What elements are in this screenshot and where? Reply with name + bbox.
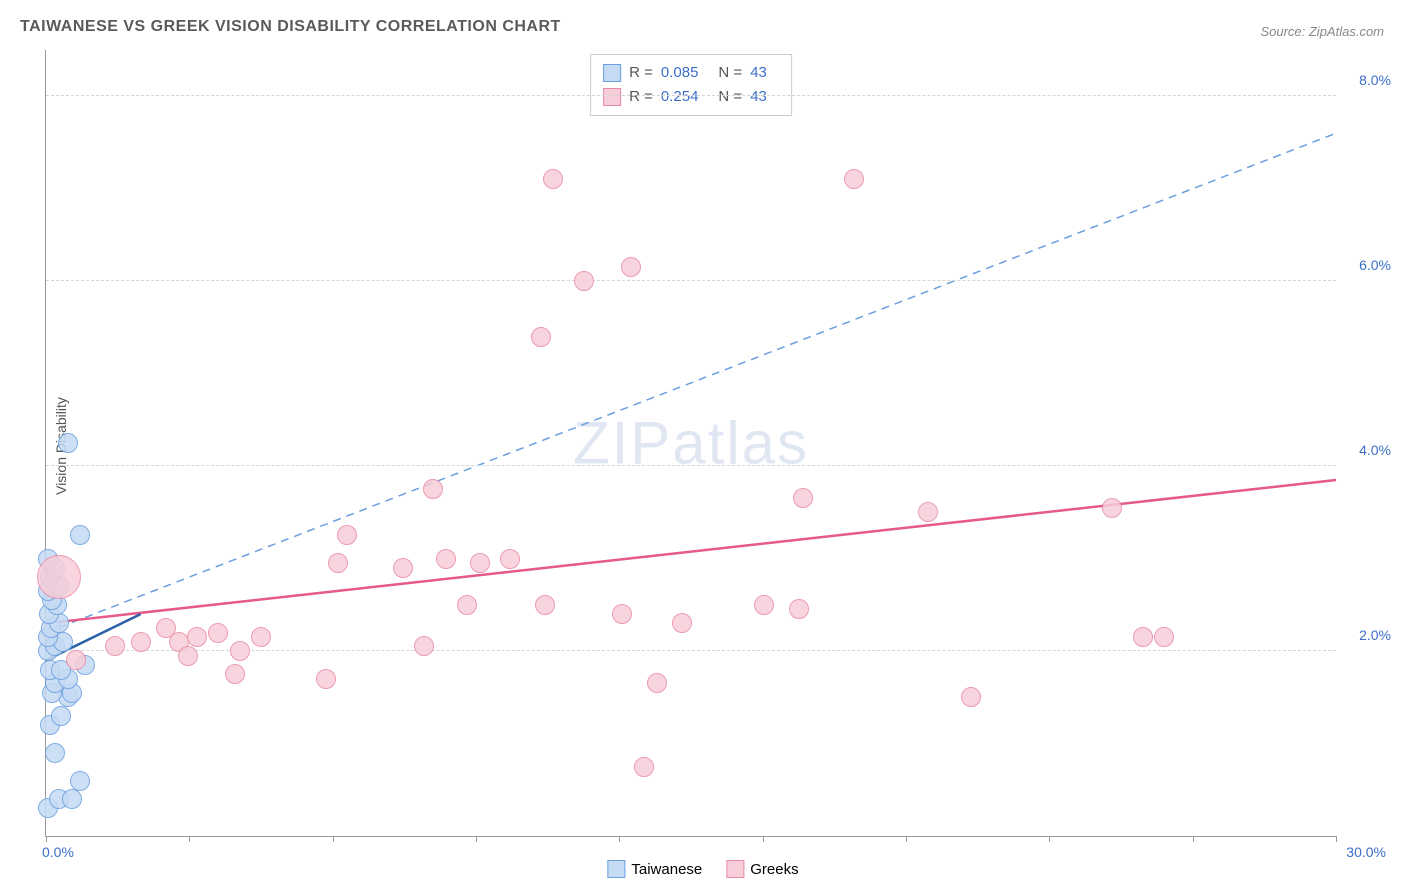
scatter-point bbox=[58, 433, 78, 453]
scatter-point bbox=[178, 646, 198, 666]
legend-swatch bbox=[607, 860, 625, 878]
scatter-point bbox=[634, 757, 654, 777]
scatter-point bbox=[961, 687, 981, 707]
stat-n-value: 43 bbox=[750, 85, 767, 109]
x-origin-label: 0.0% bbox=[42, 844, 74, 860]
chart-title: TAIWANESE VS GREEK VISION DISABILITY COR… bbox=[20, 18, 561, 36]
legend-label: Taiwanese bbox=[631, 861, 702, 878]
x-tick bbox=[476, 836, 477, 842]
stat-n-label: N = bbox=[718, 85, 742, 109]
y-tick-label: 2.0% bbox=[1359, 627, 1391, 643]
stats-legend: R = 0.085 N = 43 R = 0.254 N = 43 bbox=[590, 54, 792, 116]
gridline-h bbox=[46, 95, 1336, 96]
scatter-point bbox=[105, 636, 125, 656]
legend-item: Taiwanese bbox=[607, 860, 702, 878]
scatter-point bbox=[423, 479, 443, 499]
scatter-point bbox=[251, 627, 271, 647]
scatter-point bbox=[1102, 498, 1122, 518]
scatter-point bbox=[844, 169, 864, 189]
scatter-point bbox=[51, 706, 71, 726]
stats-legend-row: R = 0.085 N = 43 bbox=[603, 61, 779, 85]
scatter-point bbox=[1133, 627, 1153, 647]
stat-r-label: R = bbox=[629, 61, 653, 85]
scatter-point bbox=[393, 558, 413, 578]
scatter-point bbox=[535, 595, 555, 615]
trend-lines-layer bbox=[46, 50, 1336, 836]
scatter-point bbox=[612, 604, 632, 624]
scatter-point bbox=[436, 549, 456, 569]
scatter-point bbox=[793, 488, 813, 508]
stat-r-value: 0.085 bbox=[661, 61, 699, 85]
chart-plot-area: ZIPatlas R =0.085N =43R =0.254N =43 0.0%… bbox=[45, 50, 1336, 837]
scatter-point bbox=[37, 555, 81, 599]
scatter-point bbox=[230, 641, 250, 661]
y-tick-label: 8.0% bbox=[1359, 72, 1391, 88]
scatter-point bbox=[531, 327, 551, 347]
scatter-point bbox=[45, 743, 65, 763]
scatter-point bbox=[187, 627, 207, 647]
x-tick bbox=[1193, 836, 1194, 842]
stat-r-value: 0.254 bbox=[661, 85, 699, 109]
scatter-point bbox=[208, 623, 228, 643]
x-max-label: 30.0% bbox=[1346, 844, 1386, 860]
legend-swatch bbox=[603, 88, 621, 106]
scatter-point bbox=[225, 664, 245, 684]
legend-swatch bbox=[726, 860, 744, 878]
scatter-point bbox=[500, 549, 520, 569]
gridline-h bbox=[46, 280, 1336, 281]
scatter-point bbox=[672, 613, 692, 633]
scatter-point bbox=[754, 595, 774, 615]
scatter-point bbox=[66, 650, 86, 670]
trend-line bbox=[46, 480, 1336, 623]
stat-n-label: N = bbox=[718, 61, 742, 85]
x-tick bbox=[46, 836, 47, 842]
scatter-point bbox=[543, 169, 563, 189]
y-tick-label: 4.0% bbox=[1359, 442, 1391, 458]
source-label: Source: ZipAtlas.com bbox=[1260, 24, 1384, 39]
legend-label: Greeks bbox=[750, 861, 798, 878]
scatter-point bbox=[789, 599, 809, 619]
scatter-point bbox=[414, 636, 434, 656]
stats-legend-row: R = 0.254 N = 43 bbox=[603, 85, 779, 109]
x-tick bbox=[189, 836, 190, 842]
scatter-point bbox=[70, 525, 90, 545]
scatter-point bbox=[337, 525, 357, 545]
x-tick bbox=[763, 836, 764, 842]
gridline-h bbox=[46, 465, 1336, 466]
x-tick bbox=[333, 836, 334, 842]
legend-item: Greeks bbox=[726, 860, 798, 878]
scatter-point bbox=[316, 669, 336, 689]
scatter-point bbox=[574, 271, 594, 291]
scatter-point bbox=[918, 502, 938, 522]
scatter-point bbox=[621, 257, 641, 277]
scatter-point bbox=[328, 553, 348, 573]
scatter-point bbox=[70, 771, 90, 791]
scatter-point bbox=[470, 553, 490, 573]
y-tick-label: 6.0% bbox=[1359, 257, 1391, 273]
series-legend: Taiwanese Greeks bbox=[607, 860, 798, 878]
x-tick bbox=[1049, 836, 1050, 842]
scatter-point bbox=[62, 789, 82, 809]
x-tick bbox=[906, 836, 907, 842]
scatter-point bbox=[457, 595, 477, 615]
stat-r-label: R = bbox=[629, 85, 653, 109]
scatter-point bbox=[1154, 627, 1174, 647]
scatter-point bbox=[647, 673, 667, 693]
scatter-point bbox=[131, 632, 151, 652]
trend-line bbox=[46, 133, 1336, 632]
legend-swatch bbox=[603, 64, 621, 82]
x-tick bbox=[1336, 836, 1337, 842]
stat-n-value: 43 bbox=[750, 61, 767, 85]
x-tick bbox=[619, 836, 620, 842]
